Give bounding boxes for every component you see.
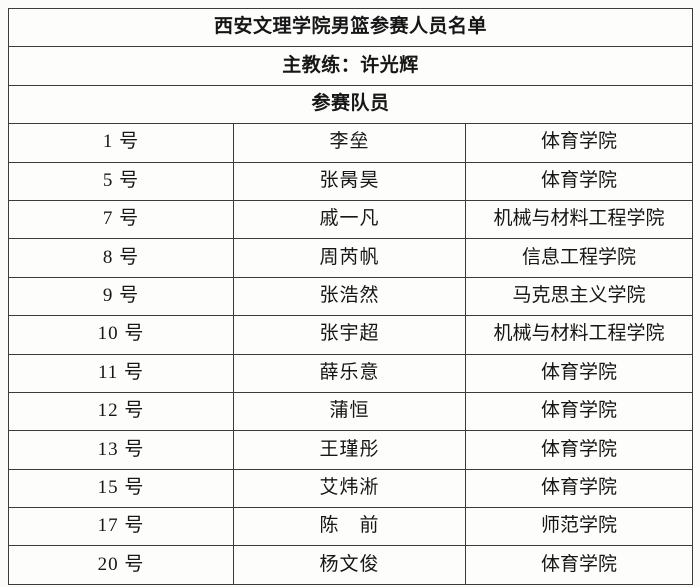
- player-college-cell: 机械与材料工程学院: [464, 199, 694, 240]
- player-number-cell: 20 号: [8, 545, 234, 585]
- player-name-cell: 戚一凡: [233, 199, 466, 240]
- player-name-cell: 李垒: [233, 123, 466, 163]
- player-college-cell: 体育学院: [464, 545, 694, 585]
- player-number-cell: 11 号: [8, 353, 234, 393]
- player-college-cell: 体育学院: [464, 123, 694, 163]
- player-name-cell: 张宇超: [233, 315, 466, 355]
- player-name-cell: 张浩然: [233, 276, 466, 317]
- player-number-cell: 12 号: [8, 391, 234, 432]
- player-number-cell: 13 号: [8, 430, 234, 470]
- player-college-cell: 体育学院: [464, 430, 694, 470]
- player-college-cell: 体育学院: [464, 391, 694, 432]
- table-row: 13 号 王瑾彤 体育学院: [8, 430, 694, 470]
- table-title: 西安文理学院男篮参赛人员名单: [7, 7, 694, 48]
- player-college-cell: 机械与材料工程学院: [464, 315, 694, 355]
- player-number-cell: 1 号: [8, 123, 234, 163]
- table-row: 11 号 薛乐意 体育学院: [8, 353, 694, 393]
- player-college-cell: 体育学院: [464, 468, 694, 509]
- player-number-cell: 5 号: [8, 161, 234, 201]
- player-college-cell: 体育学院: [464, 353, 694, 393]
- player-number-cell: 15 号: [8, 468, 234, 509]
- player-number-cell: 17 号: [8, 507, 234, 547]
- player-number-cell: 7 号: [8, 199, 234, 240]
- player-college-cell: 体育学院: [464, 161, 694, 201]
- player-name-cell: 杨文俊: [233, 545, 466, 585]
- player-name-cell: 张昺昊: [233, 161, 466, 201]
- table-row: 8 号 周芮帆 信息工程学院: [8, 238, 694, 278]
- title-row: 西安文理学院男篮参赛人员名单: [7, 7, 694, 48]
- player-name-cell: 薛乐意: [233, 353, 466, 393]
- player-number-cell: 8 号: [8, 238, 234, 278]
- table-row: 10 号 张宇超 机械与材料工程学院: [8, 315, 694, 355]
- table-row: 1 号 李垒 体育学院: [8, 123, 694, 163]
- player-number-cell: 10 号: [8, 315, 234, 355]
- table-row: 20 号 杨文俊 体育学院: [8, 545, 694, 585]
- player-college-cell: 马克思主义学院: [464, 276, 694, 317]
- coach-line: 主教练：许光辉: [7, 46, 694, 86]
- player-name-cell: 陈 前: [233, 507, 466, 547]
- player-college-cell: 信息工程学院: [464, 238, 694, 278]
- player-college-cell: 师范学院: [464, 507, 694, 547]
- table-row: 15 号 艾炜淅 体育学院: [8, 468, 694, 509]
- player-name-cell: 艾炜淅: [233, 468, 466, 509]
- table-row: 12 号 蒲恒 体育学院: [8, 391, 694, 432]
- roster-table: 西安文理学院男篮参赛人员名单 主教练：许光辉 参赛队员 1 号 李垒 体育学院 …: [7, 7, 694, 585]
- section-header-row: 参赛队员: [7, 84, 694, 125]
- table-row: 17 号 陈 前 师范学院: [8, 507, 694, 547]
- player-name-cell: 蒲恒: [233, 391, 466, 432]
- table-row: 9 号 张浩然 马克思主义学院: [8, 276, 694, 317]
- section-header: 参赛队员: [7, 84, 694, 125]
- table-row: 5 号 张昺昊 体育学院: [8, 161, 694, 201]
- coach-row: 主教练：许光辉: [7, 46, 694, 86]
- table-row: 7 号 戚一凡 机械与材料工程学院: [8, 199, 694, 240]
- player-name-cell: 王瑾彤: [233, 430, 466, 470]
- player-number-cell: 9 号: [8, 276, 234, 317]
- player-name-cell: 周芮帆: [233, 238, 466, 278]
